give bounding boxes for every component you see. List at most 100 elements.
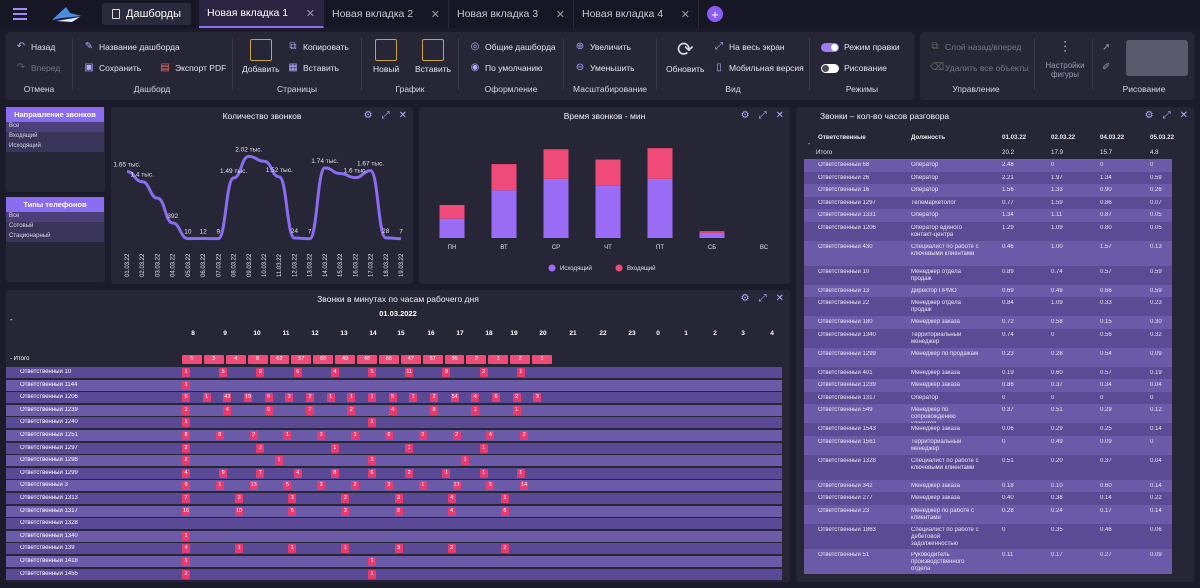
heat-cell: 2 xyxy=(285,393,294,403)
heat-cell: 2 xyxy=(182,443,190,453)
export-label: Экспорт PDF xyxy=(175,63,227,73)
export-pdf-button[interactable]: ▤ Экспорт PDF xyxy=(160,63,227,74)
expand-icon[interactable]: ⤢ xyxy=(758,293,767,304)
heat-cell: 9 xyxy=(256,368,265,377)
edit-mode-toggle[interactable]: Режим правки xyxy=(821,42,900,52)
gear-icon[interactable]: ⚙ xyxy=(740,293,750,304)
gear-icon[interactable]: ⚙ xyxy=(740,110,750,121)
filter-item[interactable]: Сотовый xyxy=(6,222,104,232)
gear-icon[interactable]: ⚙ xyxy=(1144,110,1154,121)
hour-header: 4 xyxy=(770,330,774,337)
heat-cell: 1 xyxy=(202,393,211,403)
row-value: 0.37 xyxy=(1051,382,1063,388)
close-icon[interactable]: ✕ xyxy=(775,110,784,121)
close-icon[interactable]: ✕ xyxy=(680,8,690,21)
heat-cell: 1 xyxy=(516,468,525,478)
gear-icon[interactable]: ⚙ xyxy=(363,110,373,121)
expand-icon[interactable]: ⤢ xyxy=(1162,110,1171,121)
row-value: 0.27 xyxy=(1100,551,1112,558)
x-tick-label: СР xyxy=(552,245,560,251)
mobile-label: Мобильная версия xyxy=(729,63,804,73)
tab-3[interactable]: Новая вкладка 3 ✕ xyxy=(449,0,574,28)
row-value: 0.86 xyxy=(1100,199,1112,206)
table-row xyxy=(804,184,1172,197)
filter-item[interactable]: Все xyxy=(6,122,104,132)
heat-cell: 1 xyxy=(368,557,376,566)
delete-all-button[interactable]: ⌫ Удалить все объекты xyxy=(930,63,1029,74)
heat-cell: 1 xyxy=(368,418,376,428)
hours-date: 01.03.2022 xyxy=(379,309,417,318)
row-value: 0.32 xyxy=(1150,331,1162,338)
paste-chart-button[interactable]: Вставить xyxy=(415,39,451,74)
row-value: 0.12 xyxy=(1150,407,1162,413)
row-value: 0.40 xyxy=(1002,495,1014,501)
forward-button[interactable]: ↷ Вперед xyxy=(16,63,61,74)
default-button[interactable]: ◉ По умолчанию xyxy=(470,62,543,74)
new-chart-button[interactable]: Новый xyxy=(373,39,399,74)
heat-cell: 5 xyxy=(388,393,397,403)
common-dashboard-button[interactable]: ◎ Общие дашборда xyxy=(470,42,556,53)
close-icon[interactable]: ✕ xyxy=(775,293,784,304)
zoom-out-button[interactable]: ⊖ Уменьшить xyxy=(575,63,635,74)
tab-4[interactable]: Новая вкладка 4 ✕ xyxy=(574,0,699,28)
close-icon[interactable]: ✕ xyxy=(305,7,315,20)
column-header: 02.03.22 xyxy=(1051,134,1076,141)
zoom-in-button[interactable]: ⊕ Увеличить xyxy=(575,42,631,53)
collapse-marker[interactable]: - xyxy=(10,315,13,324)
legend-marker xyxy=(548,264,556,272)
table-row: Ответственный 1328 xyxy=(6,518,782,530)
close-icon[interactable]: ✕ xyxy=(1179,110,1188,121)
expand-icon: ⤢ xyxy=(715,41,723,52)
divider xyxy=(72,38,73,90)
filter-item[interactable]: Стационарный xyxy=(6,232,104,242)
row-value: 0.18 xyxy=(1002,482,1014,489)
mobile-button[interactable]: ▯ Мобильная версия xyxy=(714,63,804,74)
heat-cell: 36 xyxy=(444,355,465,364)
shapes-palette[interactable] xyxy=(1126,40,1188,76)
close-icon[interactable]: ✕ xyxy=(555,8,565,21)
copy-button[interactable]: ⧉ Копировать xyxy=(288,42,348,53)
close-icon[interactable]: ✕ xyxy=(398,110,407,121)
row-value: 0.14 xyxy=(1100,495,1112,501)
filter-item[interactable]: Все xyxy=(6,212,104,222)
tab-1[interactable]: Новая вкладка 1 ✕ xyxy=(199,0,324,28)
cursor-icon[interactable]: ➚ xyxy=(1102,42,1111,53)
expand-icon[interactable]: ⤢ xyxy=(381,110,390,121)
x-tick-label: 15.03.22 xyxy=(338,253,344,277)
fullscreen-button[interactable]: ⤢ На весь экран xyxy=(714,41,785,53)
x-tick-label: ЧТ xyxy=(604,245,612,251)
heat-cell: 4 xyxy=(182,468,190,478)
refresh-button[interactable]: ⟳ Обновить xyxy=(666,39,705,74)
common-label: Общие дашборда xyxy=(485,42,556,52)
save-button[interactable]: ▣ Сохранить xyxy=(84,63,141,74)
close-icon[interactable]: ✕ xyxy=(430,8,440,21)
paste-page-button[interactable]: ▦ Вставить xyxy=(288,63,339,74)
table-row: Ответственный 10 1 5 9 6 4 5 11 8 2 1 xyxy=(6,367,782,378)
heat-cell: 8 xyxy=(394,506,403,516)
drawing-toggle[interactable]: Рисование xyxy=(821,63,887,73)
x-tick-label: 08.03.22 xyxy=(232,253,238,277)
add-page-button[interactable]: Добавить xyxy=(242,39,280,74)
row-value: 0.15 xyxy=(1100,319,1112,325)
figure-settings-button[interactable]: ⫶ Настройки фигуры xyxy=(1042,40,1088,79)
row-value: 1.11 xyxy=(1051,212,1063,218)
tab-2[interactable]: Новая вкладка 2 ✕ xyxy=(324,0,449,28)
dashboard-name-button[interactable]: ✎ Название дашборда xyxy=(84,42,180,53)
heat-cell: 7 xyxy=(182,494,190,503)
menu-icon[interactable] xyxy=(6,0,34,28)
expand-icon[interactable]: ⤢ xyxy=(758,110,767,121)
table-row xyxy=(804,209,1172,222)
row-role: Менеджер заказа xyxy=(911,319,960,325)
table-row xyxy=(804,435,1172,455)
dashboards-button[interactable]: Дашборды xyxy=(102,3,191,25)
brush-icon[interactable]: ✐ xyxy=(1102,62,1111,73)
layer-button[interactable]: ⧉ Слой назад/вперед xyxy=(930,42,1021,53)
heat-cell: 48 xyxy=(357,355,377,364)
row-value: 0.86 xyxy=(1002,382,1014,388)
back-button[interactable]: ↶ Назад xyxy=(16,42,56,53)
filter-item[interactable]: Входящий xyxy=(6,132,104,142)
add-tab-button[interactable]: + xyxy=(707,6,723,22)
forward-label: Вперед xyxy=(31,63,61,73)
filter-item[interactable]: Исходящий xyxy=(6,142,104,152)
radio-icon: ◉ xyxy=(470,62,480,73)
